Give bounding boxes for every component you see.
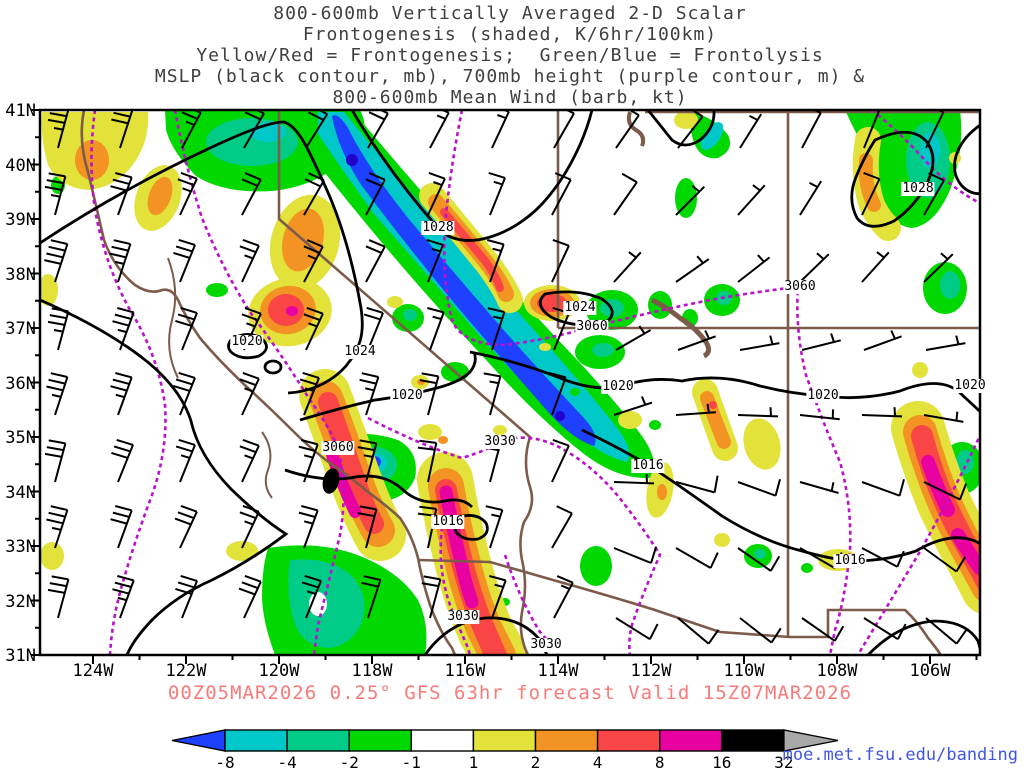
colorbar: -8 -4 -2 -1 1 2 4 8 16 32 (171, 729, 839, 768)
contour-label: 3030 (529, 637, 563, 652)
lat-tick-label: 39N (5, 210, 36, 230)
colorbar-tick-label: -2 (340, 753, 359, 768)
title-line-3: Yellow/Red = Frontogenesis; Green/Blue =… (196, 45, 824, 66)
contour-label: 1016 (431, 514, 465, 529)
contour-label: 1024 (563, 300, 597, 315)
lon-tick-label: 114W (537, 661, 579, 681)
lat-tick-label: 41N (5, 101, 36, 121)
contour-label: 3030 (483, 434, 517, 449)
colorbar-tick-label: 32 (774, 753, 793, 768)
title-line-5: 800-600mb Mean Wind (barb, kt) (332, 87, 688, 108)
lon-tick-label: 124W (72, 661, 114, 681)
lat-tick-label: 35N (5, 428, 36, 448)
contour-label: 1020 (806, 388, 840, 403)
lat-tick-label: 40N (5, 155, 36, 176)
axis-ticks (31, 109, 978, 664)
lon-tick-label: 110W (723, 661, 765, 681)
lon-tick-label: 118W (351, 661, 393, 681)
lat-tick-label: 37N (5, 319, 36, 339)
contour-label: 1028 (421, 220, 455, 235)
contour-label: 1024 (343, 344, 377, 359)
colorbar-tick-label: -1 (402, 753, 421, 768)
lon-tick-label: 112W (630, 661, 672, 681)
title-line-4: MSLP (black contour, mb), 700mb height (… (154, 66, 866, 87)
colorbar-tick-label: 2 (531, 753, 541, 768)
colorbar-tick-label: -8 (215, 753, 234, 768)
contour-label: 3060 (783, 279, 817, 294)
contour-label: 1028 (901, 181, 935, 196)
colorbar-tick-label: 4 (593, 753, 603, 768)
lat-tick-label: 38N (5, 264, 36, 285)
title-line-1: 800-600mb Vertically Averaged 2-D Scalar (273, 3, 747, 24)
title-line-2: Frontogenesis (shaded, K/6hr/100km) (302, 24, 718, 45)
colorbar-tick-label: 16 (712, 753, 731, 768)
lat-tick-label: 31N (5, 646, 36, 666)
contour-label: 1020 (601, 379, 635, 394)
lat-tick-label: 34N (5, 482, 36, 503)
lon-tick-label: 120W (258, 661, 300, 681)
contour-label: 1020 (390, 388, 424, 403)
lat-tick-label: 33N (5, 537, 36, 557)
contour-label: 3030 (446, 609, 480, 624)
contour-label: 1016 (631, 458, 665, 473)
validity-text: 00Z05MAR2026 0.25° GFS 63hr forecast Val… (167, 682, 853, 704)
contour-label: 1020 (953, 378, 987, 393)
lon-tick-label: 116W (444, 661, 486, 681)
lat-tick-label: 36N (5, 373, 36, 394)
contour-label: 1020 (230, 334, 264, 349)
lon-tick-label: 106W (909, 661, 951, 681)
lat-tick-label: 32N (5, 591, 36, 612)
map-layers (40, 110, 980, 655)
lon-tick-label: 122W (165, 661, 207, 681)
colorbar-tick-label: -4 (277, 753, 296, 768)
colorbar-tick-label: 1 (469, 753, 479, 768)
contour-label: 1016 (833, 553, 867, 568)
lon-tick-label: 108W (816, 661, 858, 681)
shaded-frontogenesis-regions (40, 111, 980, 655)
colorbar-tick-label: 8 (655, 753, 665, 768)
contour-label: 3060 (321, 440, 355, 455)
state-borders (80, 110, 980, 655)
contour-label: 3060 (575, 319, 609, 334)
site-link[interactable]: moe.met.fsu.edu/banding (782, 745, 1018, 765)
